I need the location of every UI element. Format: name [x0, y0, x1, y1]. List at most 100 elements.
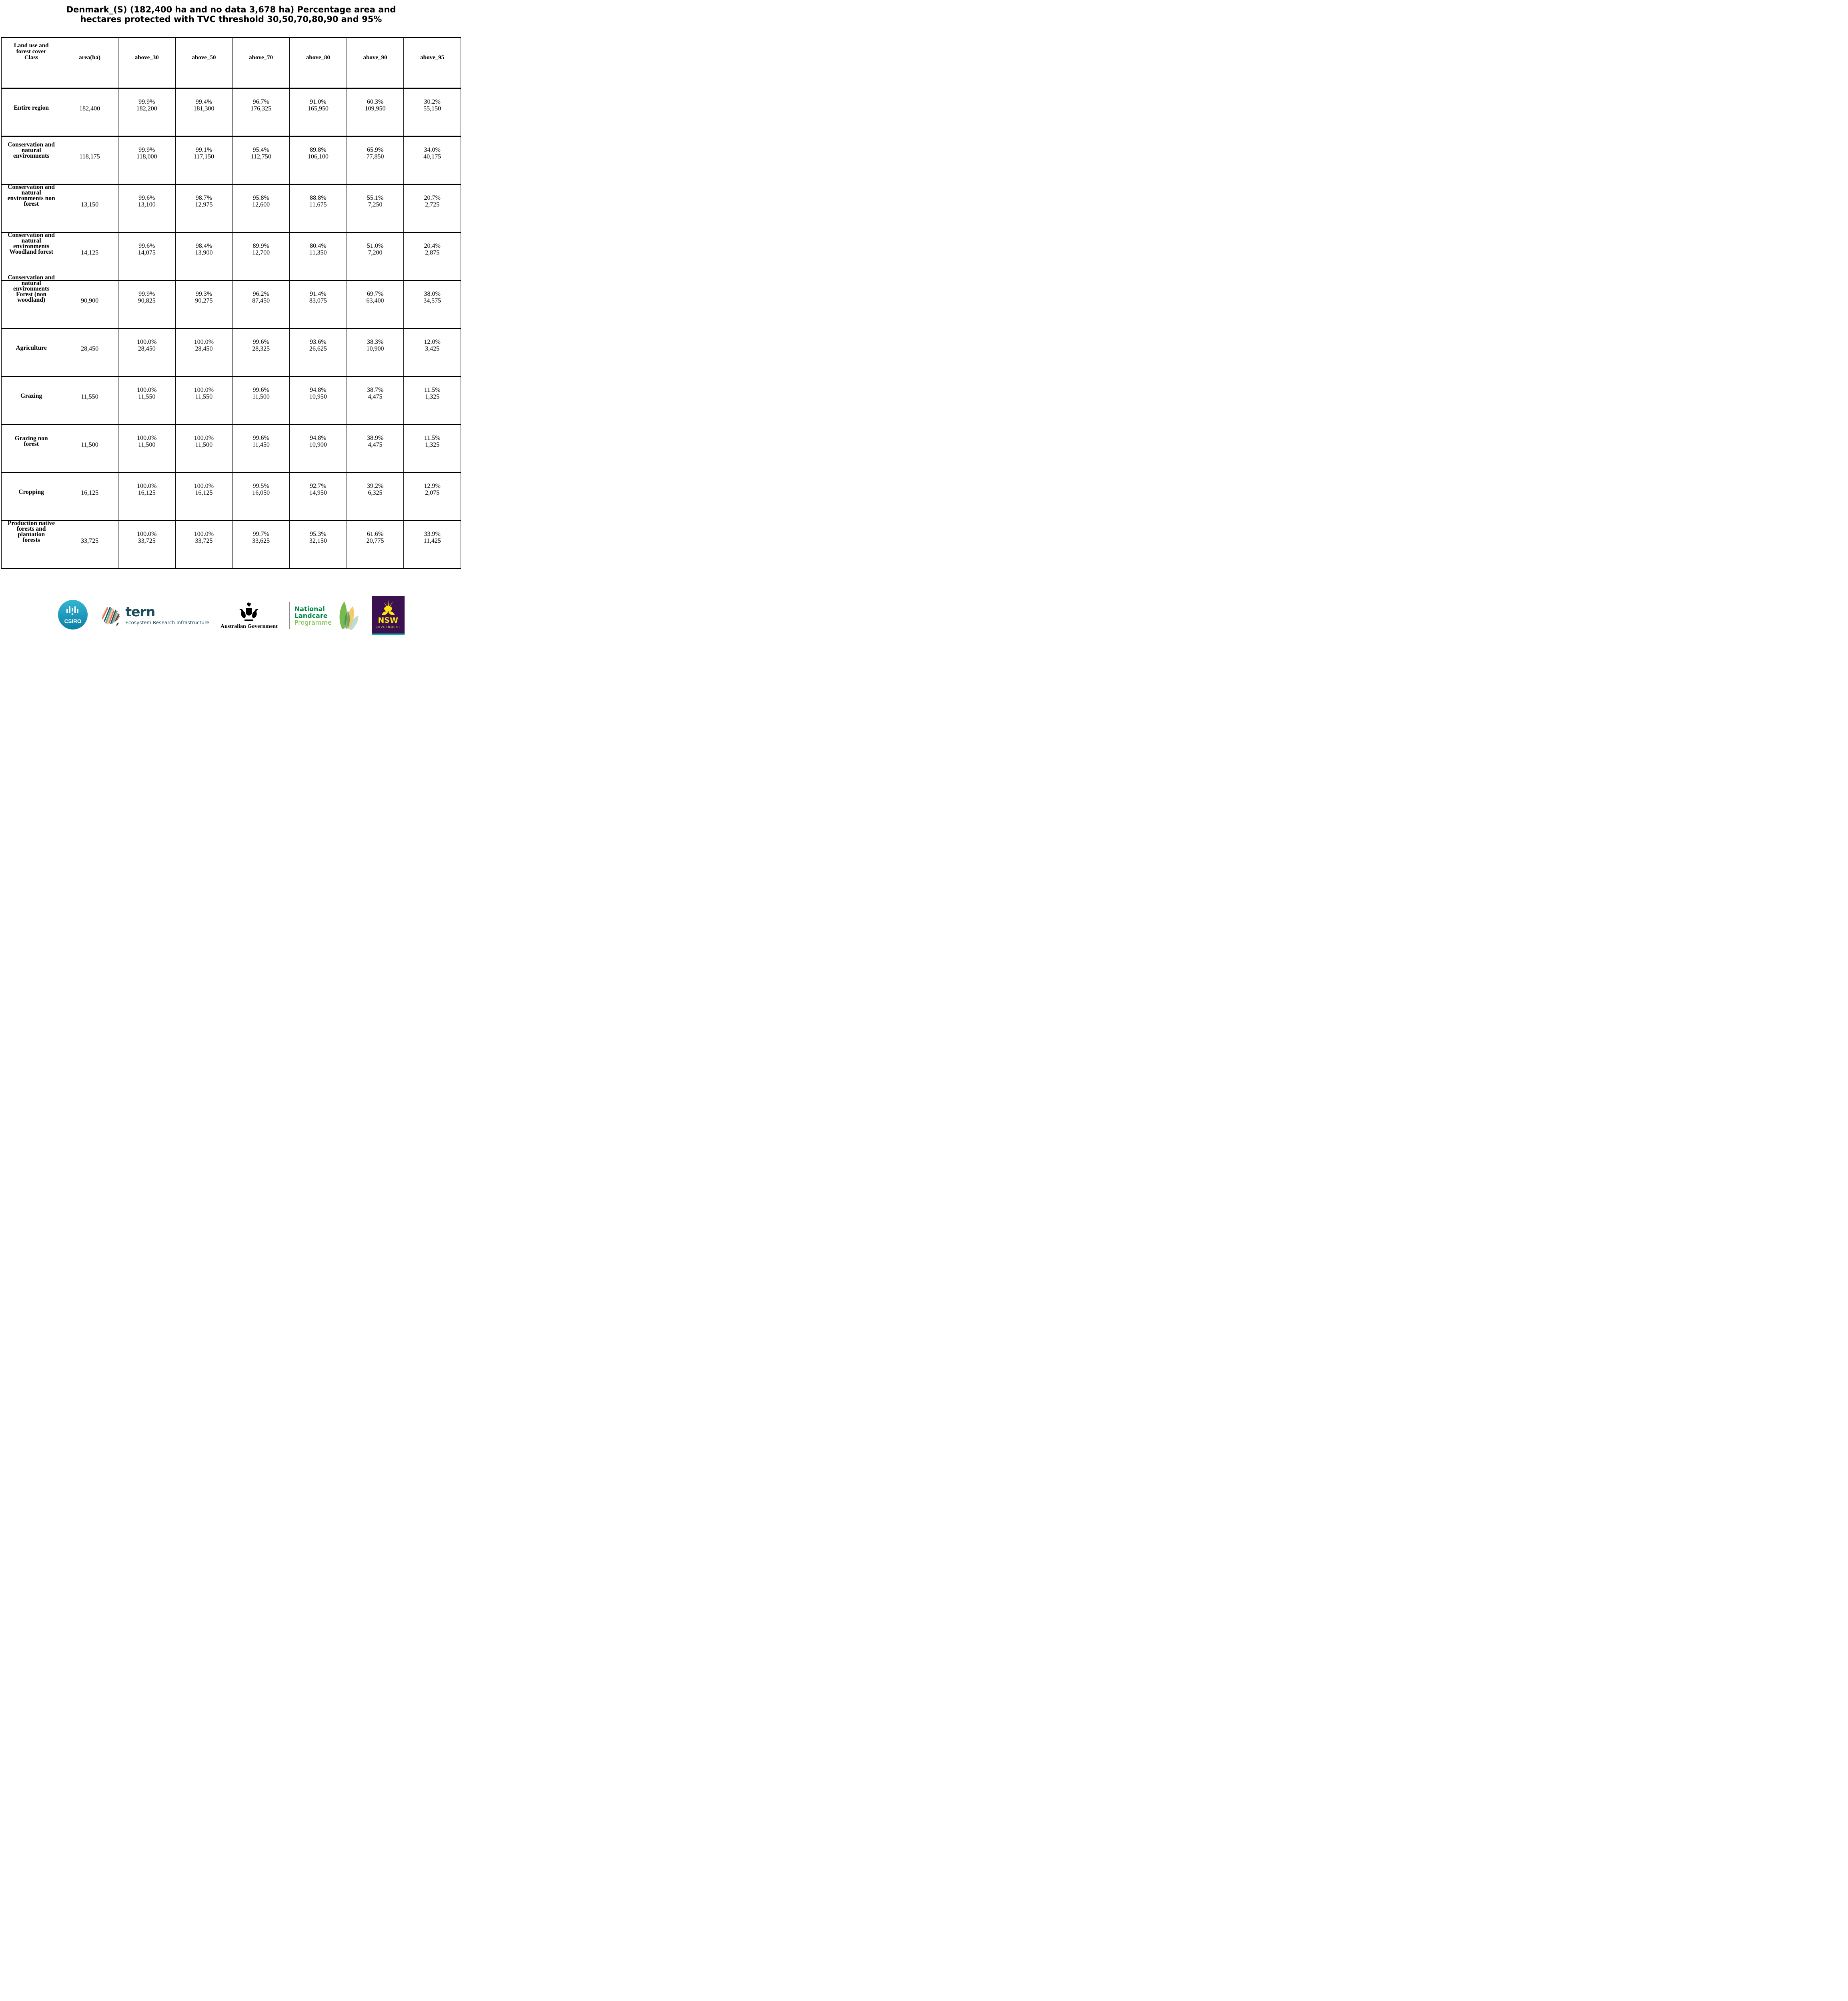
pct-value: 99.9%	[138, 98, 155, 105]
cell-values: 92.7% 14,950	[290, 483, 347, 496]
cell: 100.0% 11,550	[118, 376, 176, 425]
cell-values: 118,175	[61, 146, 118, 160]
cell-values: 55.1% 7,250	[347, 194, 404, 208]
cell: 12.0% 3,425	[403, 328, 461, 377]
cell: 61.6% 20,775	[346, 520, 404, 569]
area-cell: 118,175	[61, 136, 118, 185]
pct-value: 33.9%	[424, 531, 441, 537]
cell-values: 99.9% 118,000	[118, 146, 175, 160]
pct-value: 38.3%	[367, 339, 384, 345]
row-label-cell: Conservation and natural environments no…	[1, 184, 62, 233]
nsw-waratah-icon	[381, 599, 395, 615]
cell-values: 100.0% 28,450	[118, 339, 175, 352]
pct-value: 99.6%	[253, 435, 269, 441]
pct-value: 89.9%	[253, 243, 269, 249]
cell-values: 94.8% 10,900	[290, 435, 347, 448]
cell: 38.3% 10,900	[346, 328, 404, 377]
pct-value: 80.4%	[310, 243, 327, 249]
nsw-government-logo: NSW GOVERNMENT	[371, 596, 405, 635]
ha-value: 7,200	[368, 249, 383, 256]
cell: 99.6% 13,100	[118, 184, 176, 233]
area-value: 118,175	[79, 153, 100, 160]
cell-values: 16,125	[61, 483, 118, 496]
table-header-row: Land use and forest cover Class area(ha)…	[1, 37, 461, 89]
pct-value: 99.6%	[253, 387, 269, 393]
pct-value: 11.5%	[424, 387, 441, 393]
ha-value: 13,900	[195, 249, 213, 256]
australian-government-crest-icon	[239, 601, 259, 621]
ha-value: 14,950	[309, 489, 327, 496]
pct-spacer	[61, 146, 118, 153]
cell-values: 100.0% 33,725	[118, 531, 175, 544]
ha-value: 7,250	[368, 201, 383, 208]
ha-value: 165,950	[307, 105, 329, 112]
cell-values: 28,450	[61, 339, 118, 352]
data-table: Land use and forest cover Class area(ha)…	[1, 37, 461, 569]
area-cell: 33,725	[61, 520, 118, 569]
cell: 30.2% 55,150	[403, 88, 461, 137]
cell-values: 98.4% 13,900	[176, 243, 233, 256]
area-cell: 11,550	[61, 376, 118, 425]
pct-value: 38.0%	[424, 291, 441, 297]
table-row: Production native forests and plantation…	[1, 520, 461, 569]
cell: 99.9% 118,000	[118, 136, 176, 185]
table-row: Entire region 182,400 99.9% 182,200 99.4%…	[1, 88, 461, 137]
pct-value: 34.0%	[424, 146, 441, 153]
ha-value: 11,500	[252, 393, 270, 400]
area-cell: 182,400	[61, 88, 118, 137]
cell-values: 96.7% 176,325	[233, 98, 289, 112]
cell: 88.8% 11,675	[289, 184, 347, 233]
cell: 93.6% 26,625	[289, 328, 347, 377]
ha-value: 176,325	[251, 105, 272, 112]
ha-value: 11,500	[138, 441, 156, 448]
ha-value: 2,075	[425, 489, 440, 496]
pct-value: 99.7%	[253, 531, 269, 537]
cell: 95.4% 112,750	[232, 136, 290, 185]
row-label-cell: Entire region	[1, 88, 62, 137]
cell: 99.6% 14,075	[118, 232, 176, 281]
row-label: Conservation and natural environments	[8, 141, 55, 159]
cell: 100.0% 11,500	[175, 424, 233, 473]
pct-spacer	[61, 243, 118, 249]
area-cell: 14,125	[61, 232, 118, 281]
landcare-line1: National	[294, 605, 325, 613]
ha-value: 12,975	[195, 201, 213, 208]
col-header-above-30: above_30	[118, 37, 176, 89]
pct-spacer	[61, 387, 118, 393]
pct-spacer	[61, 291, 118, 297]
ha-value: 1,325	[425, 393, 440, 400]
cell-values: 89.9% 12,700	[233, 243, 289, 256]
area-value: 182,400	[79, 105, 100, 112]
cell-values: 13,150	[61, 194, 118, 208]
tern-australia-map-icon	[102, 607, 120, 626]
pct-value: 38.9%	[367, 435, 384, 441]
cell-values: 11.5% 1,325	[404, 387, 461, 400]
row-label: Grazing non forest	[14, 435, 48, 447]
table-row: Conservation and natural environments 11…	[1, 136, 461, 185]
cell: 39.2% 6,325	[346, 472, 404, 521]
pct-value: 20.4%	[424, 243, 441, 249]
ha-value: 33,725	[138, 537, 156, 544]
col-header-label: above_90	[363, 54, 387, 61]
cell-values: 99.9% 90,825	[118, 291, 175, 304]
row-label: Conservation and natural environments Fo…	[8, 274, 55, 303]
row-label: Grazing	[20, 393, 42, 399]
ha-value: 33,725	[195, 537, 213, 544]
cell-values: 95.8% 12,600	[233, 194, 289, 208]
ha-value: 11,550	[138, 393, 156, 400]
ha-value: 11,550	[195, 393, 213, 400]
ha-value: 16,050	[252, 489, 270, 496]
cell-values: 182,400	[61, 98, 118, 112]
col-header-above-90: above_90	[346, 37, 404, 89]
pct-value: 12.9%	[424, 483, 441, 489]
cell-values: 99.9% 182,200	[118, 98, 175, 112]
cell: 100.0% 33,725	[175, 520, 233, 569]
cell: 100.0% 28,450	[175, 328, 233, 377]
cell: 96.7% 176,325	[232, 88, 290, 137]
ha-value: 55,150	[423, 105, 441, 112]
pct-value: 100.0%	[194, 435, 214, 441]
national-landcare-programme-logo: National Landcare Programme	[289, 600, 361, 631]
cell-values: 99.1% 117,150	[176, 146, 233, 160]
cell-values: 12.0% 3,425	[404, 339, 461, 352]
cell-values: 99.4% 181,300	[176, 98, 233, 112]
